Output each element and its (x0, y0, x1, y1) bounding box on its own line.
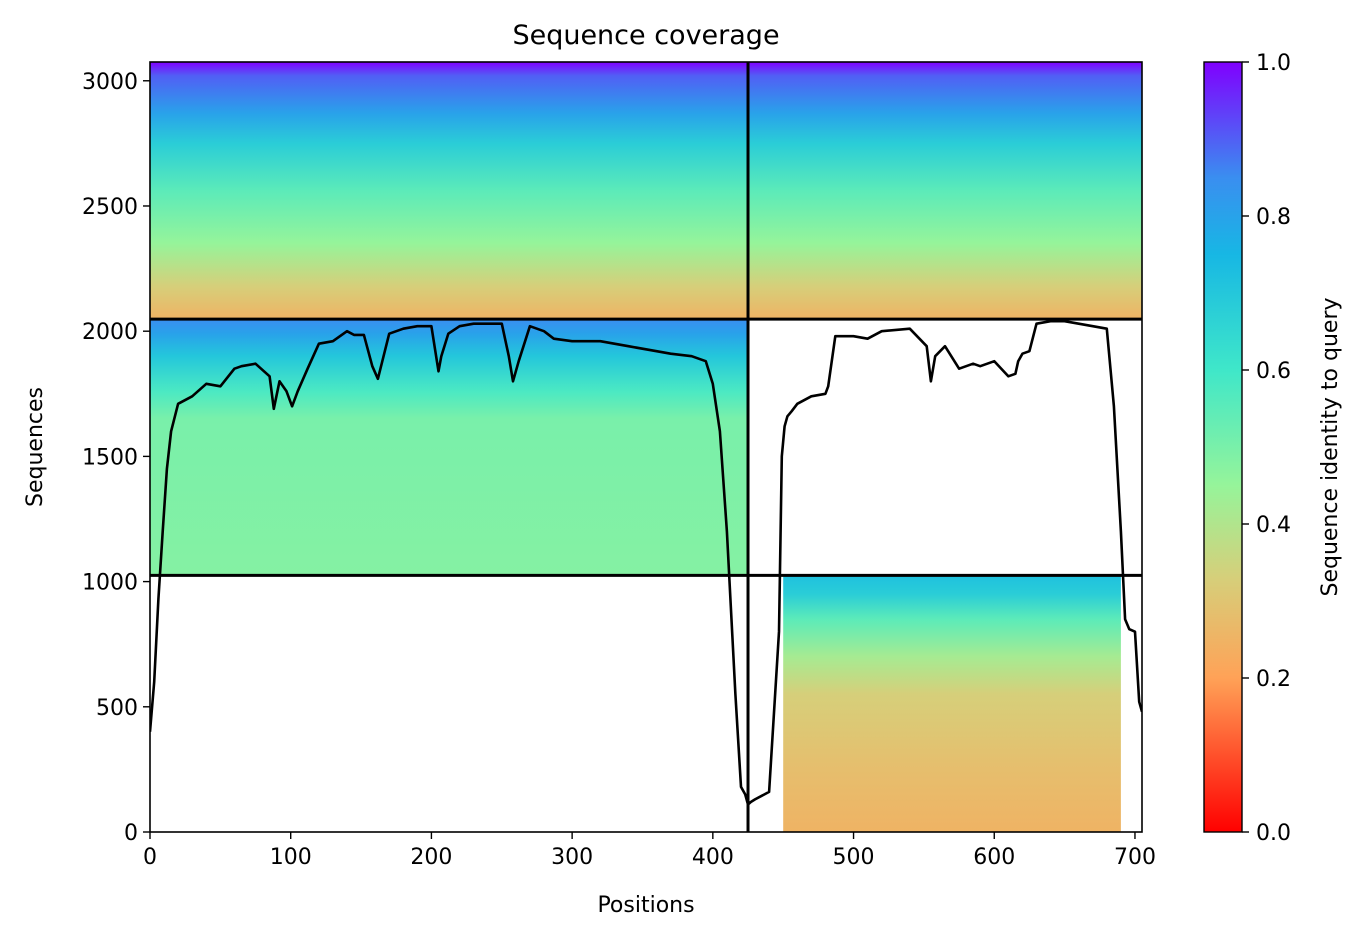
x-axis-ticks: 0 100 200 300 400 500 600 700 (143, 832, 1156, 870)
colorbar-tick-label: 0.8 (1256, 205, 1291, 230)
colorbar-tick-label: 0.0 (1256, 821, 1291, 846)
x-tick-label: 600 (973, 845, 1015, 870)
x-tick-label: 300 (551, 845, 593, 870)
colorbar-label: Sequence identity to query (1318, 297, 1343, 596)
y-tick-label: 500 (96, 696, 138, 721)
colorbar-tick-label: 1.0 (1256, 51, 1291, 76)
x-tick-label: 700 (1114, 845, 1156, 870)
plot-frame (149, 61, 1143, 833)
x-tick-label: 400 (692, 845, 734, 870)
x-axis-label: Positions (597, 893, 694, 918)
colorbar-ticks: 0.0 0.2 0.4 0.6 0.8 1.0 (1242, 51, 1291, 846)
heatmap-block-top-left (150, 62, 749, 320)
coverage-line-group (150, 319, 1142, 806)
chart-title: Sequence coverage (512, 20, 779, 51)
block-dividers (150, 62, 1142, 832)
y-tick-label: 2500 (82, 195, 138, 220)
x-tick-label: 100 (270, 845, 312, 870)
y-tick-label: 1000 (82, 571, 138, 596)
coverage-line (150, 319, 1142, 806)
x-tick-label: 200 (410, 845, 452, 870)
y-tick-label: 1500 (82, 445, 138, 470)
x-tick-label: 0 (143, 845, 157, 870)
x-tick-label: 500 (833, 845, 875, 870)
y-tick-label: 2000 (82, 320, 138, 345)
colorbar-tick-label: 0.4 (1256, 513, 1291, 538)
y-axis-ticks: 0 500 1000 1500 2000 2500 3000 (82, 70, 150, 846)
colorbar-tick-label: 0.2 (1256, 667, 1291, 692)
heatmap-block-top-right (748, 62, 1142, 320)
colorbar (1203, 61, 1243, 833)
y-tick-label: 0 (124, 821, 138, 846)
heatmap-blocks (150, 62, 1142, 832)
heatmap-block-middle-left (150, 319, 749, 576)
colorbar-tick-label: 0.6 (1256, 359, 1291, 384)
heatmap-block-bottom-right (783, 575, 1121, 832)
y-tick-label: 3000 (82, 70, 138, 95)
y-axis-label: Sequences (23, 387, 48, 507)
